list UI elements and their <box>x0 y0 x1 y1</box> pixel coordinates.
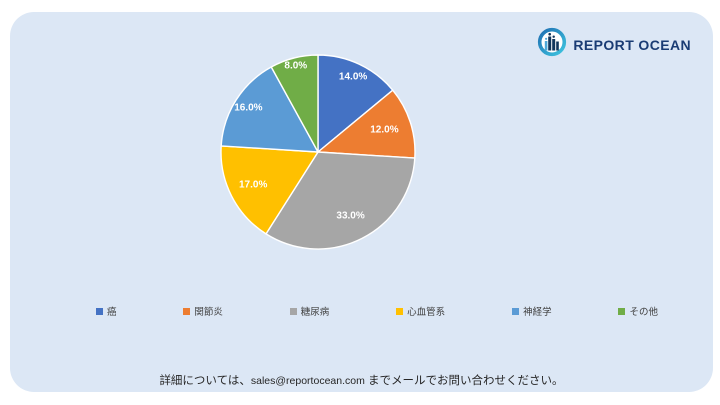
pie-slice-その他 <box>270 54 319 153</box>
pie-slice-心血管系 <box>220 145 319 235</box>
legend-swatch <box>183 307 191 315</box>
legend-label: その他 <box>629 307 658 318</box>
pie-data-label: 14.0% <box>338 71 368 83</box>
legend-label: 糖尿病 <box>300 307 330 318</box>
legend-swatch <box>618 307 626 315</box>
report-ocean-logo: REPORT OCEAN <box>537 27 691 62</box>
pie-data-label: 8.0% <box>284 60 308 72</box>
legend-swatch <box>396 307 404 315</box>
legend-swatch <box>512 307 520 315</box>
legend-item-癌: 癌 <box>96 304 117 318</box>
legend-item-その他: その他 <box>618 304 658 318</box>
legend-swatch <box>96 307 103 315</box>
legend-item-関節炎: 関節炎 <box>183 304 223 318</box>
legend-swatch <box>289 307 297 315</box>
legend-item-心血管系: 心血管系 <box>396 304 445 318</box>
legend-item-神経学: 神経学 <box>512 304 552 318</box>
contact-email[interactable]: sales@reportocean.com <box>250 375 365 387</box>
chart-card: REPORT OCEAN 14.0% 12.0% 33.0% 17.0% 16.0% 8.… <box>10 12 713 392</box>
pie-slice-神経学 <box>220 66 319 153</box>
legend-item-糖尿病: 糖尿病 <box>289 304 330 318</box>
legend-label: 神経学 <box>523 307 552 318</box>
pie-data-label: 16.0% <box>234 102 263 114</box>
contact-note: 詳細については、sales@reportocean.com までメールでお問い合… <box>10 372 713 388</box>
chart-legend: 癌 関節炎 糖尿病 心血管系 神経学 その他 <box>96 304 658 318</box>
legend-label: 関節炎 <box>194 307 223 318</box>
pie-slice-関節炎 <box>317 89 416 159</box>
contact-note-prefix: 詳細については、 <box>159 375 251 387</box>
pie-data-label: 12.0% <box>370 124 399 136</box>
pie-data-label: 17.0% <box>238 179 268 191</box>
pie-chart <box>220 54 416 250</box>
legend-label: 心血管系 <box>407 307 446 318</box>
pie-slice-癌 <box>317 54 394 153</box>
logo-text: REPORT OCEAN <box>573 36 691 53</box>
pie-data-label: 33.0% <box>336 210 365 222</box>
legend-label: 癌 <box>107 307 117 318</box>
bar-chart-circle-icon <box>537 27 567 62</box>
pie-chart-area: 14.0% 12.0% 33.0% 17.0% 16.0% 8.0% <box>218 52 418 252</box>
contact-note-suffix: までメールでお問い合わせください。 <box>364 375 564 387</box>
